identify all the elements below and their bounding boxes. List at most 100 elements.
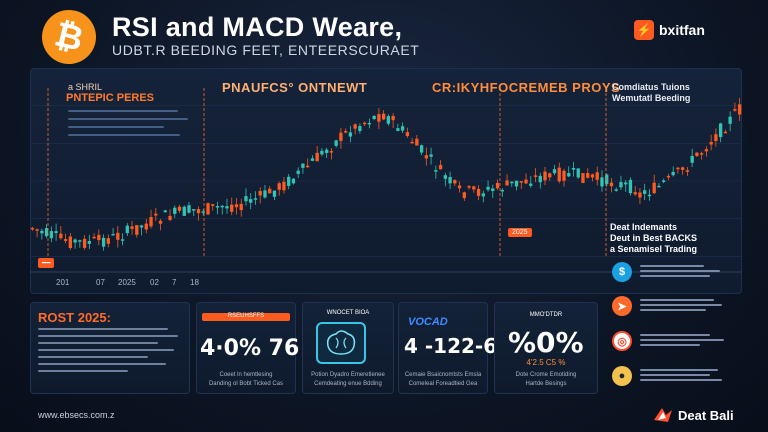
candle-body bbox=[643, 190, 647, 194]
panel-left-title: PNTEPIC PERES bbox=[66, 92, 155, 104]
candle-body bbox=[533, 175, 538, 177]
candle-body bbox=[647, 194, 652, 197]
candle-body bbox=[495, 182, 500, 189]
candle-body bbox=[358, 126, 362, 132]
candle-body bbox=[567, 173, 571, 177]
candle-body bbox=[139, 225, 144, 228]
candle-body bbox=[78, 240, 82, 242]
candle-body bbox=[562, 170, 566, 181]
candle-body bbox=[59, 233, 63, 239]
card1-header-bar bbox=[202, 313, 290, 321]
candle-body bbox=[225, 206, 229, 209]
candle-body bbox=[595, 172, 599, 180]
candle-body bbox=[681, 167, 685, 170]
candle-body bbox=[481, 193, 485, 197]
target-icon: ◎ bbox=[612, 331, 632, 351]
rocket-icon: ➤ bbox=[612, 296, 632, 316]
brand-logo[interactable]: ⚡ bxitfan bbox=[634, 20, 705, 40]
candle-body bbox=[448, 177, 452, 184]
candle-body bbox=[709, 142, 713, 145]
candle-body bbox=[287, 176, 291, 186]
candle-body bbox=[291, 178, 296, 184]
card3-caption1: Cemaie Bsaicnomtsts Emsla bbox=[404, 372, 482, 378]
candle-body bbox=[325, 149, 329, 153]
panel-right-line2: Wemutatl Beeding bbox=[612, 93, 691, 103]
candle-body bbox=[633, 192, 637, 195]
candle-body bbox=[557, 167, 561, 182]
candle-body bbox=[415, 138, 419, 146]
candle-body bbox=[306, 165, 310, 168]
candle-body bbox=[728, 116, 732, 124]
candle-body bbox=[434, 170, 438, 172]
candle-body bbox=[429, 154, 433, 157]
candle-body bbox=[206, 203, 210, 215]
annotation-marker-left: ━━ bbox=[38, 258, 55, 268]
candle-body bbox=[529, 183, 533, 186]
candle-body bbox=[666, 175, 671, 178]
x-label-2: 07 bbox=[96, 278, 105, 287]
card4-header: MMO'DTDR bbox=[529, 312, 563, 318]
candle-body bbox=[301, 163, 305, 168]
candle-body bbox=[510, 181, 514, 184]
candle-body bbox=[144, 223, 148, 230]
card1-header: RSEUHSFFS bbox=[227, 313, 265, 319]
candle-body bbox=[353, 124, 357, 129]
candle-body bbox=[339, 132, 343, 141]
candle-body bbox=[400, 126, 405, 131]
side-item-4[interactable]: ● bbox=[612, 366, 722, 386]
candle-body bbox=[362, 122, 367, 125]
candle-body bbox=[548, 173, 552, 178]
side-item-3[interactable]: ◎ bbox=[612, 331, 724, 351]
candle-body bbox=[87, 240, 91, 244]
candle-body bbox=[628, 179, 633, 194]
card-3[interactable] bbox=[398, 302, 488, 394]
candle-body bbox=[614, 189, 618, 191]
candle-body bbox=[111, 233, 115, 236]
x-label-5: 7 bbox=[172, 278, 177, 287]
side-item-1[interactable]: $ bbox=[612, 262, 720, 282]
candle-body bbox=[676, 167, 680, 170]
dollar-icon: $ bbox=[612, 262, 632, 282]
candle-body bbox=[196, 209, 201, 214]
rsi-marker: 2025 bbox=[508, 228, 532, 237]
candle-body bbox=[657, 185, 661, 188]
footer-url[interactable]: www.ebsecs.com.z bbox=[38, 410, 115, 420]
candle-body bbox=[135, 225, 139, 235]
candle-body bbox=[619, 182, 623, 188]
candle-body bbox=[737, 104, 742, 115]
x-label-6: 18 bbox=[190, 278, 199, 287]
candlestick-chart bbox=[30, 88, 742, 273]
candle-body bbox=[35, 229, 39, 231]
candle-body bbox=[472, 186, 476, 190]
panel-small-label: a SHRIL bbox=[68, 82, 103, 92]
side-item-text bbox=[640, 368, 722, 384]
candle-body bbox=[334, 140, 338, 146]
card3-value: 4 -122-6 bbox=[404, 334, 498, 358]
candle-body bbox=[462, 192, 466, 199]
candle-body bbox=[239, 203, 243, 211]
candle-body bbox=[249, 199, 253, 203]
candle-body bbox=[571, 167, 576, 170]
card4-value: %0% bbox=[508, 326, 584, 359]
card2-caption2: Cemdeating enue Bdding bbox=[314, 381, 382, 387]
card-4[interactable] bbox=[494, 302, 598, 394]
card-rost[interactable] bbox=[30, 302, 190, 394]
candle-body bbox=[73, 239, 77, 243]
candle-body bbox=[220, 205, 224, 208]
bitcoin-logo-icon: ₿ bbox=[36, 4, 102, 70]
candle-body bbox=[690, 156, 694, 163]
candle-body bbox=[348, 132, 353, 137]
footer-logo-icon bbox=[654, 408, 672, 422]
candle-body bbox=[272, 190, 277, 197]
candle-body bbox=[586, 172, 590, 178]
candle-body bbox=[277, 183, 281, 190]
footer-brand[interactable]: Deat Bali bbox=[652, 406, 734, 424]
candle-body bbox=[97, 234, 101, 241]
candle-body bbox=[44, 228, 49, 237]
candle-body bbox=[718, 123, 723, 138]
candle-body bbox=[244, 196, 248, 202]
candle-body bbox=[230, 204, 234, 212]
right-header: Deat Indemants Deut in Best BACKS a Sena… bbox=[610, 222, 698, 254]
candle-body bbox=[125, 225, 129, 234]
side-item-2[interactable]: ➤ bbox=[612, 296, 722, 316]
